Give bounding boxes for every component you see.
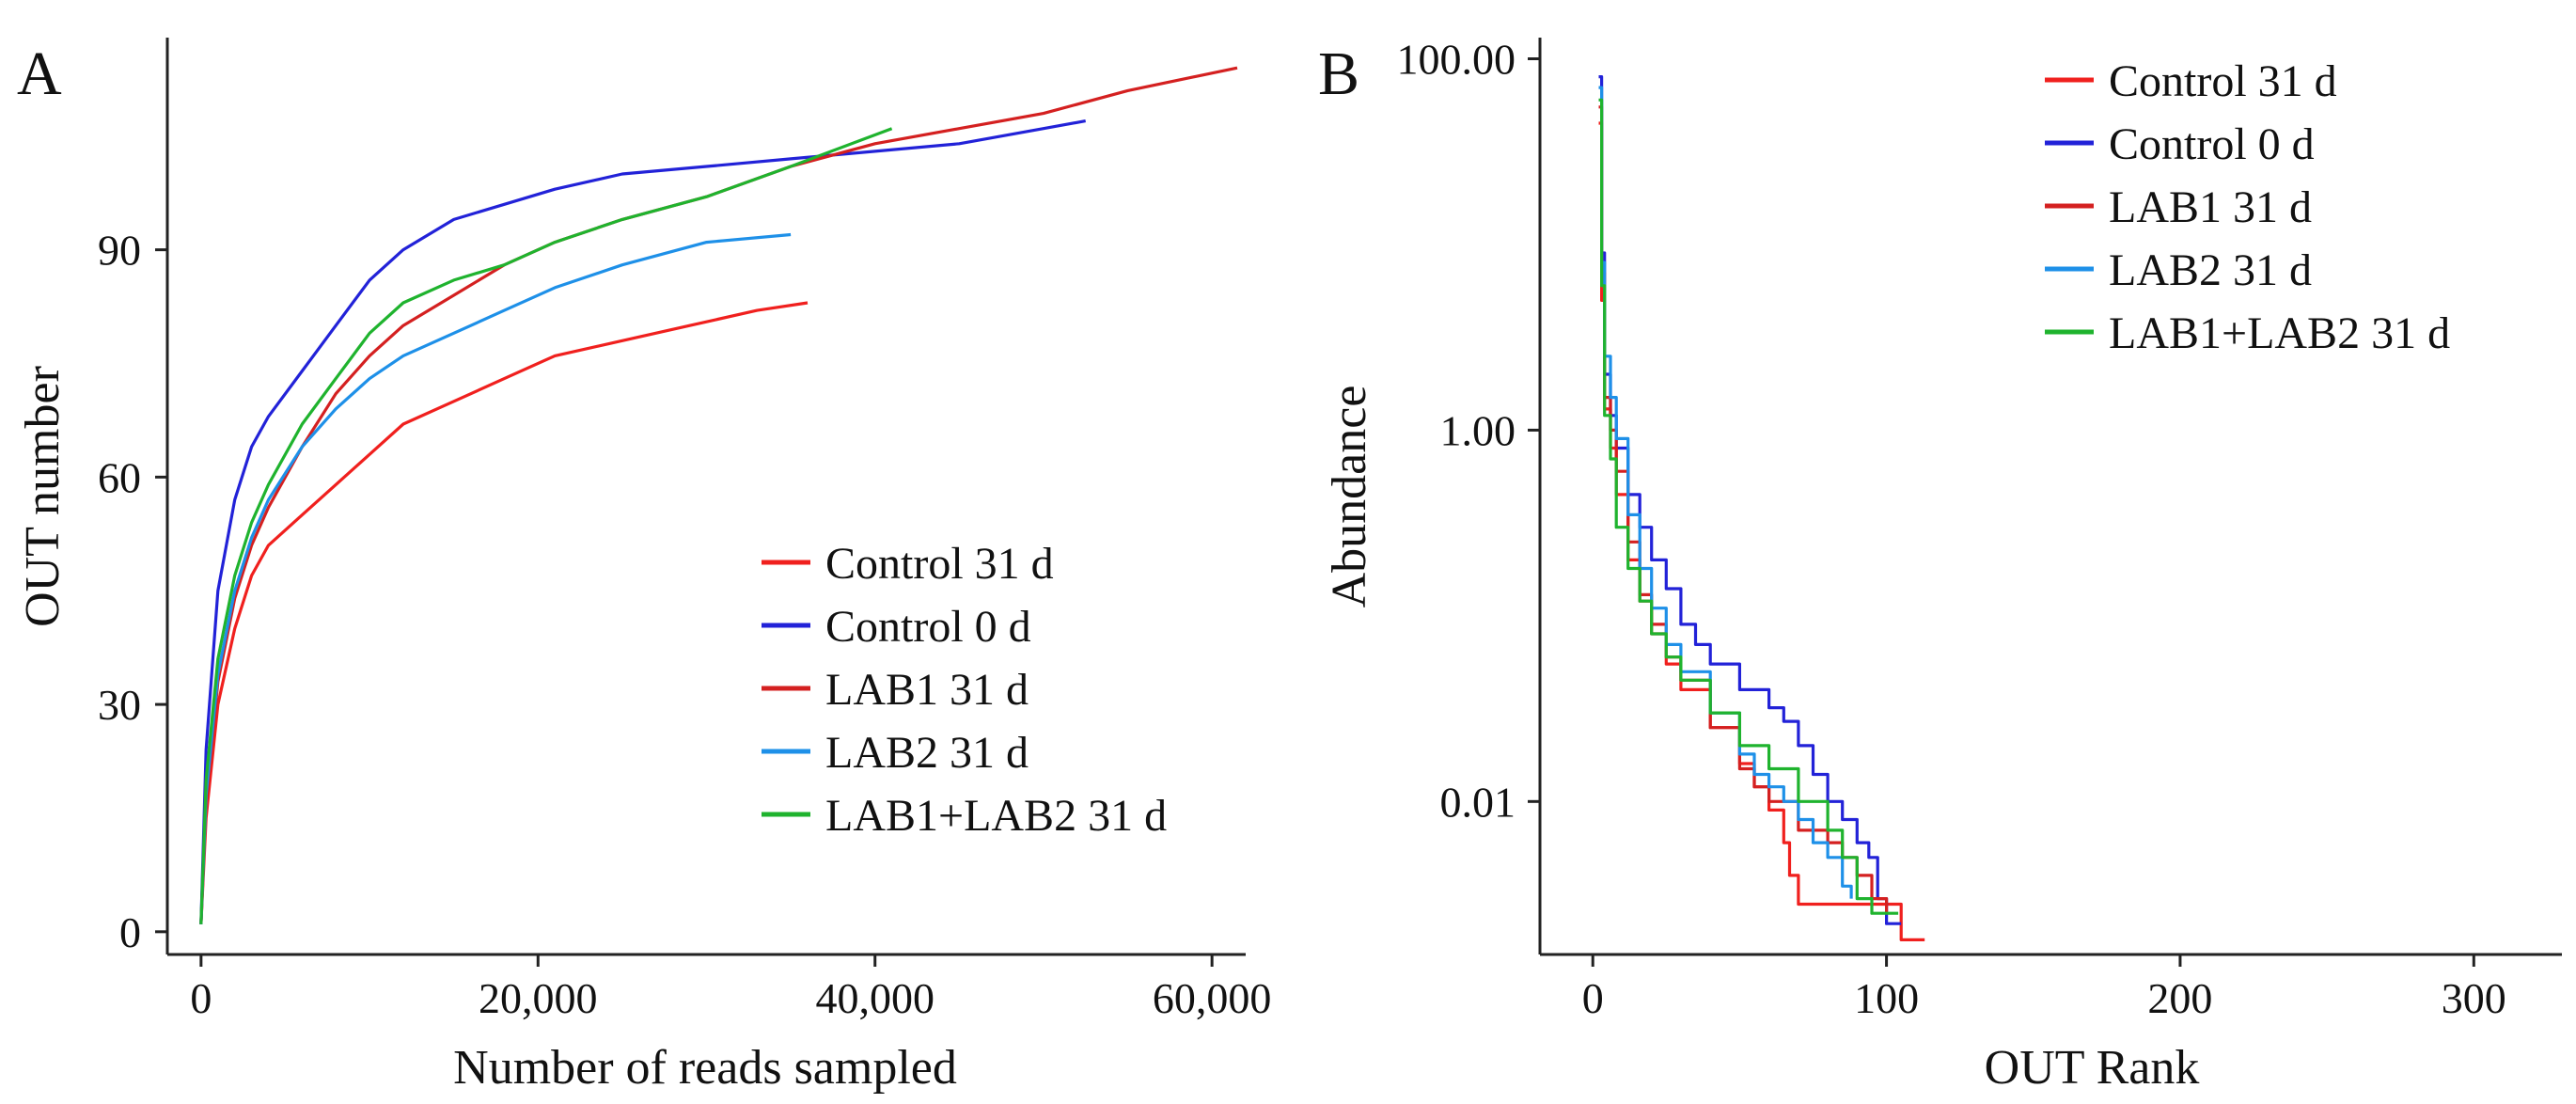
- legend-label-3: LAB2 31 d: [2109, 245, 2312, 295]
- legend-label-2: LAB1 31 d: [2109, 182, 2312, 232]
- legend-label-3: LAB2 31 d: [825, 728, 1029, 778]
- panel-label-b: B: [1318, 39, 1359, 108]
- legend-a: Control 31 d Control 0 d LAB1 31 d LAB2 31 …: [762, 539, 1167, 841]
- panel-b: B 0 100 200 300 0.01 1.00 100.00 OUT Rank Abun…: [1318, 35, 2562, 1095]
- ticks-a: 0 20,000 40,000 60,000 0 30 60 90: [98, 227, 1271, 1022]
- y-tick-label: 60: [98, 453, 141, 501]
- y-tick-label: 0: [119, 908, 141, 956]
- x-tick-label: 40,000: [815, 974, 935, 1022]
- legend-label-2: LAB1 31 d: [825, 665, 1029, 715]
- series-line-0: [1598, 121, 1925, 941]
- x-axis-title-a: Number of reads sampled: [453, 1041, 957, 1095]
- y-tick-label: 1.00: [1440, 406, 1516, 454]
- series-line-2: [199, 66, 1238, 924]
- series-line-3: [1598, 86, 1853, 899]
- panel-a: A 0 20,000 40,000 60,000 0 30 60 90 Number of r…: [16, 38, 1271, 1095]
- legend-label-1: Control 0 d: [2109, 119, 2315, 169]
- series-line-1: [1598, 75, 1902, 925]
- x-tick-label: 0: [190, 974, 212, 1022]
- legend-label-0: Control 31 d: [825, 539, 1054, 589]
- x-tick-label: 60,000: [1153, 974, 1272, 1022]
- series-line-4: [199, 127, 893, 924]
- ticks-b: 0 100 200 300 0.01 1.00 100.00: [1397, 35, 2506, 1022]
- series-line-1: [199, 119, 1086, 924]
- series-line-3: [199, 232, 792, 924]
- legend-label-4: LAB1+LAB2 31 d: [825, 791, 1167, 841]
- panel-label-a: A: [17, 39, 62, 108]
- lines-b: [1598, 75, 1925, 941]
- y-axis-title-a: OUT number: [16, 366, 70, 627]
- series-line-0: [199, 301, 809, 924]
- legend-label-1: Control 0 d: [825, 602, 1031, 652]
- legend-label-0: Control 31 d: [2109, 56, 2337, 106]
- y-axis-title-b: Abundance: [1323, 386, 1376, 608]
- x-tick-label: 0: [1582, 974, 1604, 1022]
- x-tick-label: 300: [2442, 974, 2506, 1022]
- x-tick-label: 100: [1854, 974, 1919, 1022]
- y-tick-label: 90: [98, 227, 141, 275]
- x-tick-label: 20,000: [479, 974, 598, 1022]
- y-tick-label: 30: [98, 681, 141, 729]
- x-tick-label: 200: [2147, 974, 2212, 1022]
- legend-b: Control 31 d Control 0 d LAB1 31 d LAB2 31 …: [2045, 56, 2450, 358]
- series-line-4: [1598, 98, 1899, 915]
- lines-a: [199, 66, 1238, 924]
- x-axis-title-b: OUT Rank: [1985, 1041, 2200, 1095]
- y-tick-label: 0.01: [1440, 778, 1516, 826]
- series-line-2: [1598, 105, 1889, 914]
- y-tick-label: 100.00: [1397, 35, 1516, 83]
- legend-label-4: LAB1+LAB2 31 d: [2109, 308, 2450, 358]
